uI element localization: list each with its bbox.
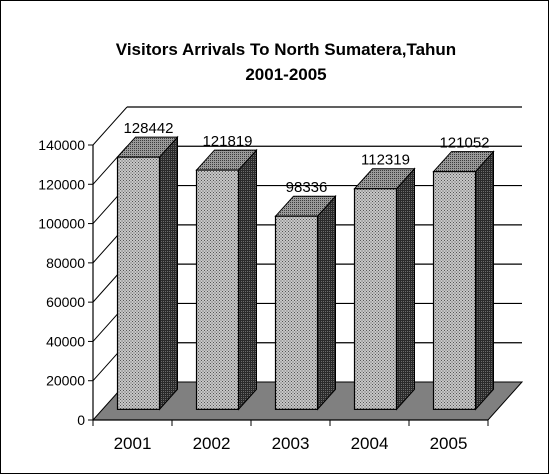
bar-side [159, 135, 178, 411]
bar-side [238, 148, 257, 411]
x-tick-label: 2002 [193, 434, 231, 453]
bar [274, 215, 319, 410]
data-label: 112319 [361, 152, 410, 169]
x-tick-label: 2005 [430, 434, 468, 453]
y-tick-label: 120000 [38, 176, 85, 192]
bar-side [475, 150, 494, 411]
bar [116, 156, 161, 410]
data-label: 121052 [439, 135, 489, 152]
x-tick-label: 2001 [114, 434, 152, 453]
y-tick-label: 20000 [46, 373, 85, 389]
data-label: 128442 [123, 120, 173, 137]
y-tick-label: 140000 [38, 137, 85, 153]
y-tick-label: 0 [77, 412, 85, 428]
bar [195, 169, 240, 410]
bar [432, 170, 477, 410]
plot-area: 0 20000 40000 60000 80000 100000 120000 140000 1… [38, 106, 524, 453]
x-tick-label: 2004 [351, 434, 389, 453]
gridline-depth [92, 106, 128, 146]
y-tick-label: 60000 [46, 294, 85, 310]
chart-title-line2: 2001-2005 [245, 65, 326, 84]
chart-title-line1: Visitors Arrivals To North Sumatera,Tahu… [116, 40, 456, 59]
data-label: 121819 [202, 133, 252, 150]
bar [353, 188, 398, 410]
x-tick-label: 2003 [272, 434, 310, 453]
y-tick-label: 80000 [46, 255, 85, 271]
data-label: 98336 [286, 179, 328, 196]
bar-side [396, 167, 415, 411]
y-tick-label: 40000 [46, 333, 85, 349]
y-tick-label: 100000 [38, 216, 85, 232]
bar-side [317, 194, 336, 411]
